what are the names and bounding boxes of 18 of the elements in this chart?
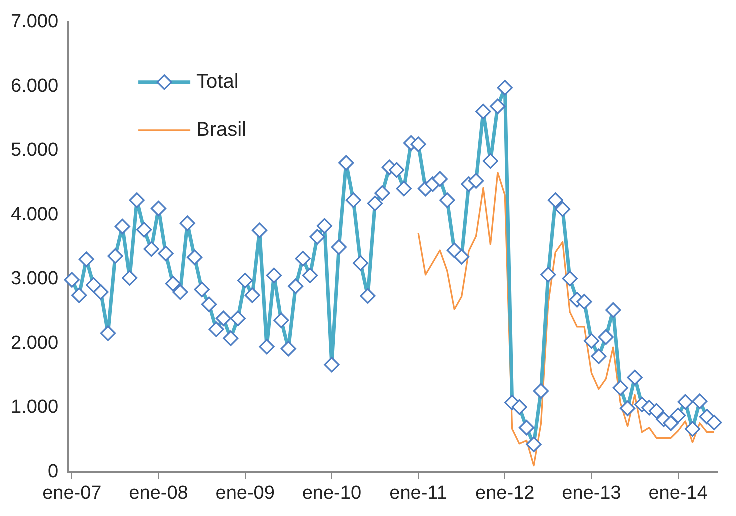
- x-tick-label: ene-10: [302, 482, 362, 504]
- y-tick-label: 4.000: [11, 204, 59, 226]
- legend-label: Brasil: [196, 118, 247, 141]
- y-tick-label: 5.000: [11, 140, 59, 162]
- x-tick-label: ene-09: [216, 482, 275, 504]
- x-tick-label: ene-08: [129, 482, 188, 504]
- x-tick-label: ene-12: [476, 482, 535, 504]
- y-tick-label: 1.000: [11, 397, 59, 418]
- y-tick-label: 6.000: [11, 76, 59, 97]
- x-tick-label: ene-14: [648, 482, 708, 504]
- x-tick-label: ene-11: [390, 482, 448, 504]
- y-tick-label: 3.000: [11, 268, 59, 290]
- x-tick-label: ene-07: [42, 482, 102, 504]
- y-tick-label: 0: [48, 461, 59, 482]
- y-tick-label: 2.000: [11, 332, 59, 354]
- x-tick-label: ene-13: [562, 482, 622, 504]
- y-tick-label: 7.000: [11, 12, 59, 33]
- legend-label: Total: [196, 70, 239, 93]
